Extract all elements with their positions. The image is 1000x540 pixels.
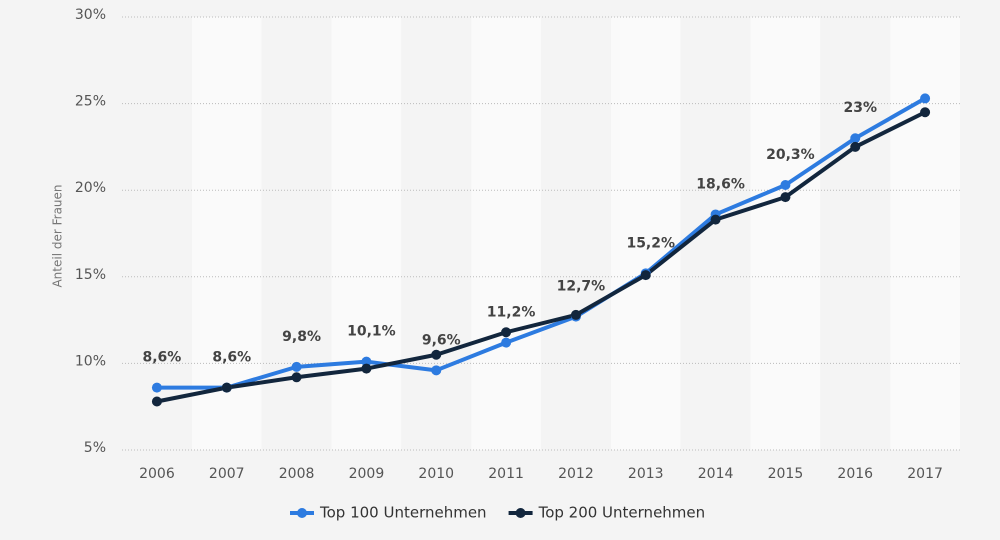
band [331,17,402,450]
x-tick-label: 2006 [139,466,175,482]
value-label: 10,1% [347,324,396,340]
legend: Top 100 Unternehmen Top 200 Unternehmen [290,504,705,522]
x-tick-label: 2010 [418,466,454,482]
point [151,382,162,393]
point [640,270,651,281]
x-tick-label: 2016 [837,466,873,482]
legend-marker [515,508,526,518]
x-tick-label: 2009 [349,466,385,482]
point [501,337,512,348]
point [291,361,302,372]
point [361,356,372,367]
x-tick-label: 2007 [209,466,245,482]
point [431,349,442,360]
y-tick-label: 15% [75,267,106,283]
point [920,93,931,104]
point [780,180,791,191]
point [710,214,721,225]
legend-label: Top 200 Unternehmen [538,504,706,522]
series-line [156,110,926,404]
x-tick-label: 2012 [558,466,594,482]
y-tick-label: 25% [75,94,106,110]
value-label: 23% [843,100,877,116]
band [541,17,611,450]
value-label: 8,6% [212,350,251,366]
value-label: 11,2% [487,305,536,321]
point [291,372,302,383]
point [221,382,232,393]
y-axis-label: Anteil der Frauen [51,184,65,287]
value-label: 8,6% [143,350,182,366]
series-line [156,96,927,390]
value-label: 9,8% [282,329,321,345]
band [191,17,262,450]
point [780,192,791,203]
legend-label: Top 100 Unternehmen [319,504,487,522]
x-tick-label: 2013 [628,466,664,482]
value-label: 18,6% [696,176,745,192]
band [750,17,821,450]
x-tick-label: 2011 [488,466,524,482]
point [920,107,931,118]
y-tick-label: 20% [75,180,106,196]
point [361,363,372,374]
value-label: 12,7% [557,279,606,295]
value-label: 9,6% [422,332,461,348]
band [401,17,472,450]
point [850,133,861,144]
value-label: 15,2% [626,235,675,251]
y-tick-label: 30% [75,7,106,23]
band [610,17,681,450]
x-tick-label: 2017 [907,466,943,482]
point [151,396,162,407]
legend-marker [297,508,307,518]
band [820,17,891,450]
band [122,17,192,450]
value-label: 20,3% [766,147,815,163]
y-tick-label: 5% [84,440,106,456]
x-tick-label: 2014 [698,466,734,482]
band [890,17,960,450]
x-tick-label: 2008 [279,466,315,482]
x-tick-label: 2015 [768,466,804,482]
band [471,17,541,450]
point [570,309,581,320]
point [850,141,861,152]
y-tick-label: 10% [75,353,106,369]
band [261,17,332,450]
point [431,365,442,376]
point [501,327,512,338]
